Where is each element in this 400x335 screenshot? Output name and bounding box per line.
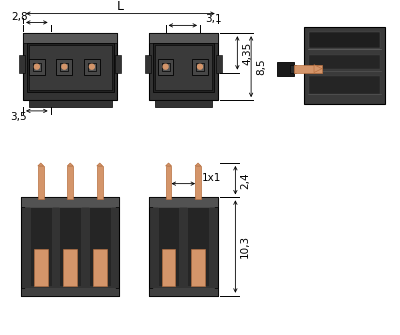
Bar bbox=[23, 33, 118, 100]
Bar bbox=[29, 59, 45, 74]
Bar bbox=[195, 166, 201, 199]
Polygon shape bbox=[166, 163, 172, 166]
Bar bbox=[309, 32, 380, 48]
Bar bbox=[21, 197, 120, 296]
Bar bbox=[23, 33, 118, 43]
Circle shape bbox=[62, 64, 67, 69]
Text: 1x1: 1x1 bbox=[202, 173, 222, 183]
Bar bbox=[34, 249, 48, 286]
Bar bbox=[149, 197, 218, 296]
Bar bbox=[158, 59, 174, 74]
Bar bbox=[89, 207, 110, 286]
Text: L: L bbox=[117, 0, 124, 13]
Bar bbox=[56, 59, 72, 74]
Bar bbox=[149, 197, 218, 207]
Circle shape bbox=[198, 64, 202, 69]
Bar bbox=[149, 33, 218, 100]
Polygon shape bbox=[67, 163, 73, 166]
Bar bbox=[21, 288, 120, 296]
Bar bbox=[145, 55, 151, 73]
Bar bbox=[88, 63, 96, 71]
Bar bbox=[191, 249, 205, 286]
Bar bbox=[149, 33, 218, 43]
Bar bbox=[309, 55, 380, 69]
Bar bbox=[21, 197, 120, 207]
Bar bbox=[63, 249, 77, 286]
Bar bbox=[93, 249, 107, 286]
Bar bbox=[153, 43, 214, 92]
Bar bbox=[116, 55, 121, 73]
Bar bbox=[155, 100, 212, 107]
Bar bbox=[309, 76, 380, 94]
Bar bbox=[60, 207, 81, 286]
Bar bbox=[149, 288, 218, 296]
Text: 3,5: 3,5 bbox=[10, 112, 26, 122]
Bar bbox=[19, 55, 25, 73]
Bar bbox=[290, 65, 296, 73]
Bar bbox=[33, 63, 41, 71]
Bar bbox=[216, 55, 222, 73]
Bar bbox=[158, 207, 179, 286]
Bar bbox=[67, 166, 73, 199]
Bar bbox=[304, 27, 385, 104]
Bar bbox=[38, 166, 44, 199]
Bar bbox=[196, 63, 204, 71]
Text: 3,1: 3,1 bbox=[206, 14, 222, 24]
Bar bbox=[29, 100, 112, 107]
Circle shape bbox=[90, 64, 94, 69]
Bar bbox=[277, 62, 294, 75]
Bar bbox=[162, 63, 170, 71]
Bar bbox=[294, 65, 322, 73]
Bar bbox=[166, 166, 172, 199]
Circle shape bbox=[34, 64, 39, 69]
Bar bbox=[162, 249, 176, 286]
Text: 4,35: 4,35 bbox=[242, 41, 252, 65]
Bar bbox=[155, 45, 212, 90]
Bar bbox=[60, 63, 68, 71]
Bar bbox=[84, 59, 100, 74]
Polygon shape bbox=[38, 163, 44, 166]
Polygon shape bbox=[195, 163, 201, 166]
Bar bbox=[29, 45, 112, 90]
Circle shape bbox=[163, 64, 168, 69]
Text: 2,4: 2,4 bbox=[240, 173, 250, 189]
Bar bbox=[192, 59, 208, 74]
Bar bbox=[187, 207, 209, 286]
Bar bbox=[30, 207, 52, 286]
Polygon shape bbox=[314, 65, 322, 73]
Text: 10,3: 10,3 bbox=[240, 235, 250, 258]
Text: 2,8: 2,8 bbox=[11, 11, 28, 21]
Polygon shape bbox=[97, 163, 103, 166]
Bar bbox=[27, 43, 114, 92]
Text: 8,5: 8,5 bbox=[256, 58, 266, 75]
Bar bbox=[97, 166, 103, 199]
